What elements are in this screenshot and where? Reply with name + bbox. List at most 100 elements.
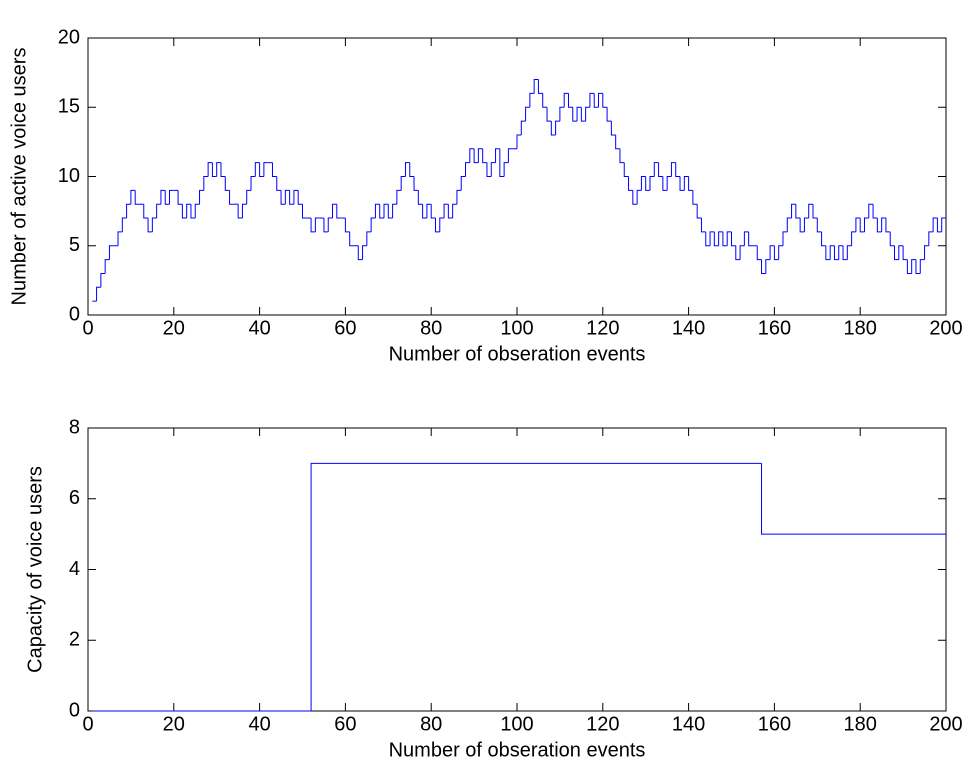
step-segment bbox=[666, 176, 672, 191]
step-segment bbox=[838, 245, 844, 260]
x-tick-label: 140 bbox=[672, 713, 705, 735]
step-segment bbox=[207, 162, 213, 177]
step-segment bbox=[199, 189, 204, 205]
y-tick-label: 15 bbox=[58, 96, 80, 118]
step-segment bbox=[898, 245, 904, 260]
y-axis-label: Capacity of voice users bbox=[24, 466, 46, 673]
x-tick-label: 160 bbox=[758, 317, 791, 339]
step-segment bbox=[250, 176, 256, 191]
step-segment bbox=[417, 190, 423, 205]
step-segment bbox=[623, 162, 629, 177]
step-segment bbox=[284, 189, 290, 205]
x-tick-label: 20 bbox=[163, 713, 185, 735]
step-segment bbox=[224, 176, 230, 191]
step-segment bbox=[482, 148, 487, 164]
step-segment bbox=[181, 204, 187, 219]
step-segment bbox=[349, 231, 354, 247]
step-segment bbox=[117, 231, 123, 246]
step-segment bbox=[439, 217, 445, 232]
step-segment bbox=[460, 176, 466, 191]
step-segment bbox=[396, 189, 402, 205]
step-segment bbox=[327, 217, 333, 232]
step-segment bbox=[851, 231, 856, 246]
step-segment bbox=[941, 217, 946, 232]
step-segment bbox=[430, 204, 436, 219]
step-segment bbox=[675, 162, 681, 177]
step-segment bbox=[362, 245, 367, 260]
step-segment bbox=[859, 218, 865, 233]
step-segment bbox=[499, 148, 505, 177]
step-segment bbox=[894, 245, 899, 261]
step-segment bbox=[314, 217, 320, 232]
step-segment bbox=[555, 120, 560, 135]
step-segment bbox=[151, 217, 157, 232]
step-segment bbox=[160, 189, 166, 205]
step-segment bbox=[302, 204, 307, 219]
step-segment bbox=[134, 190, 140, 205]
step-segment bbox=[216, 162, 221, 177]
step-segment bbox=[323, 218, 329, 233]
step-segment bbox=[709, 231, 715, 246]
y-tick-label: 20 bbox=[58, 26, 80, 48]
step-segment bbox=[147, 218, 153, 233]
y-tick-label: 6 bbox=[69, 487, 80, 509]
step-segment bbox=[486, 162, 492, 177]
step-segment bbox=[593, 93, 599, 108]
step-segment bbox=[525, 106, 530, 122]
step-segment bbox=[546, 107, 552, 122]
x-axis-label: Number of obseration events bbox=[389, 343, 646, 365]
step-segment bbox=[387, 204, 393, 219]
step-segment bbox=[739, 245, 745, 260]
step-segment bbox=[589, 92, 595, 108]
step-segment bbox=[769, 245, 775, 260]
step-segment bbox=[477, 148, 483, 163]
step-segment bbox=[550, 121, 556, 136]
step-segment bbox=[465, 162, 470, 177]
step-segment bbox=[289, 190, 294, 205]
step-segment bbox=[297, 190, 303, 205]
step-segment bbox=[400, 176, 406, 191]
step-segment bbox=[743, 231, 749, 246]
step-segment bbox=[816, 218, 822, 233]
step-segment bbox=[683, 176, 689, 191]
step-segment bbox=[795, 204, 801, 219]
axes-box bbox=[87, 37, 947, 316]
step-segment bbox=[915, 259, 921, 274]
step-segment bbox=[696, 204, 702, 219]
step-segment bbox=[692, 190, 698, 205]
step-segment bbox=[881, 217, 886, 232]
step-segment bbox=[598, 92, 603, 108]
x-tick-label: 100 bbox=[500, 317, 533, 339]
step-segment bbox=[825, 245, 831, 261]
step-segment bbox=[576, 106, 582, 122]
step-segment bbox=[293, 189, 299, 205]
step-segment bbox=[782, 231, 788, 246]
step-segment bbox=[254, 162, 260, 177]
x-tick-label: 60 bbox=[334, 317, 356, 339]
y-axis-label: Number of active voice users bbox=[8, 48, 30, 306]
y-tick-label: 8 bbox=[69, 416, 80, 438]
axes-box bbox=[87, 427, 947, 712]
step-segment bbox=[670, 162, 676, 177]
step-segment bbox=[868, 203, 874, 219]
step-segment bbox=[507, 148, 513, 163]
x-tick-label: 0 bbox=[82, 713, 93, 735]
step-segment bbox=[130, 189, 136, 205]
x-tick-label: 200 bbox=[929, 713, 962, 735]
step-segment bbox=[426, 203, 432, 219]
step-segment bbox=[726, 231, 732, 246]
step-segment bbox=[662, 176, 668, 191]
step-segment bbox=[473, 148, 479, 164]
x-tick-label: 40 bbox=[248, 713, 270, 735]
y-tick-label: 0 bbox=[69, 303, 80, 325]
y-tick-label: 0 bbox=[69, 699, 80, 721]
step-segment bbox=[799, 218, 805, 233]
step-segment bbox=[773, 245, 779, 261]
x-tick-label: 80 bbox=[420, 317, 442, 339]
x-tick-label: 200 bbox=[929, 317, 962, 339]
step-segment bbox=[447, 204, 453, 219]
step-segment bbox=[606, 107, 612, 122]
step-segment bbox=[156, 203, 161, 219]
step-segment bbox=[889, 231, 895, 247]
step-segment bbox=[336, 204, 342, 219]
